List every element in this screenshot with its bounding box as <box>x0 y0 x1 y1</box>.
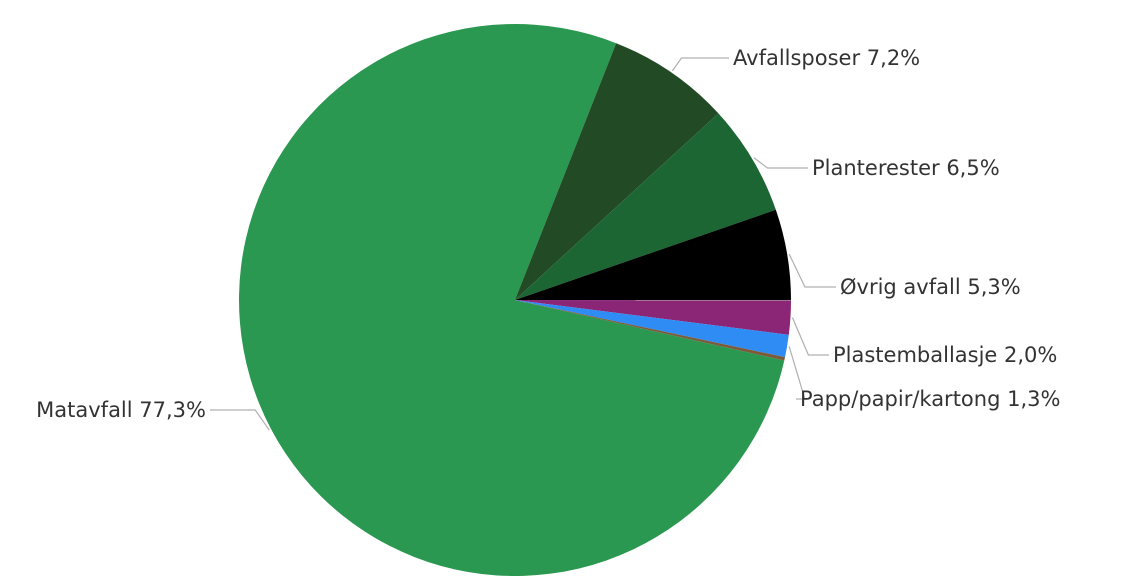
pie-slice-matavfall[interactable] <box>239 23 785 576</box>
leader-line <box>753 157 808 169</box>
leader-line <box>791 317 829 356</box>
pie-slice-other-minor[interactable] <box>515 300 786 361</box>
pie-slice-plastemballasje[interactable] <box>515 300 791 335</box>
leader-line <box>210 409 270 431</box>
pie-slice-øvrig-avfall[interactable] <box>515 209 792 301</box>
leader-line <box>788 346 806 400</box>
data-label: Avfallsposer 7,2% <box>733 46 920 70</box>
leader-line <box>788 253 836 288</box>
leader-lines <box>210 57 836 431</box>
data-label: Matavfall 77,3% <box>36 398 206 422</box>
leader-line <box>671 57 729 72</box>
data-labels: Matavfall 77,3% Avfallsposer 7,2% Plantere… <box>36 46 1060 422</box>
pie-slice-planterester[interactable] <box>515 113 776 300</box>
data-label: Papp/papir/kartong 1,3% <box>800 387 1060 411</box>
data-label: Øvrig avfall 5,3% <box>840 275 1021 299</box>
pie-slice-avfallsposer[interactable] <box>515 43 719 301</box>
data-label: Planterester 6,5% <box>812 156 1000 180</box>
data-label: Plastemballasje 2,0% <box>833 343 1057 367</box>
pie-slices <box>239 23 792 576</box>
pie-slice-papp-papir-kartong[interactable] <box>515 300 789 358</box>
